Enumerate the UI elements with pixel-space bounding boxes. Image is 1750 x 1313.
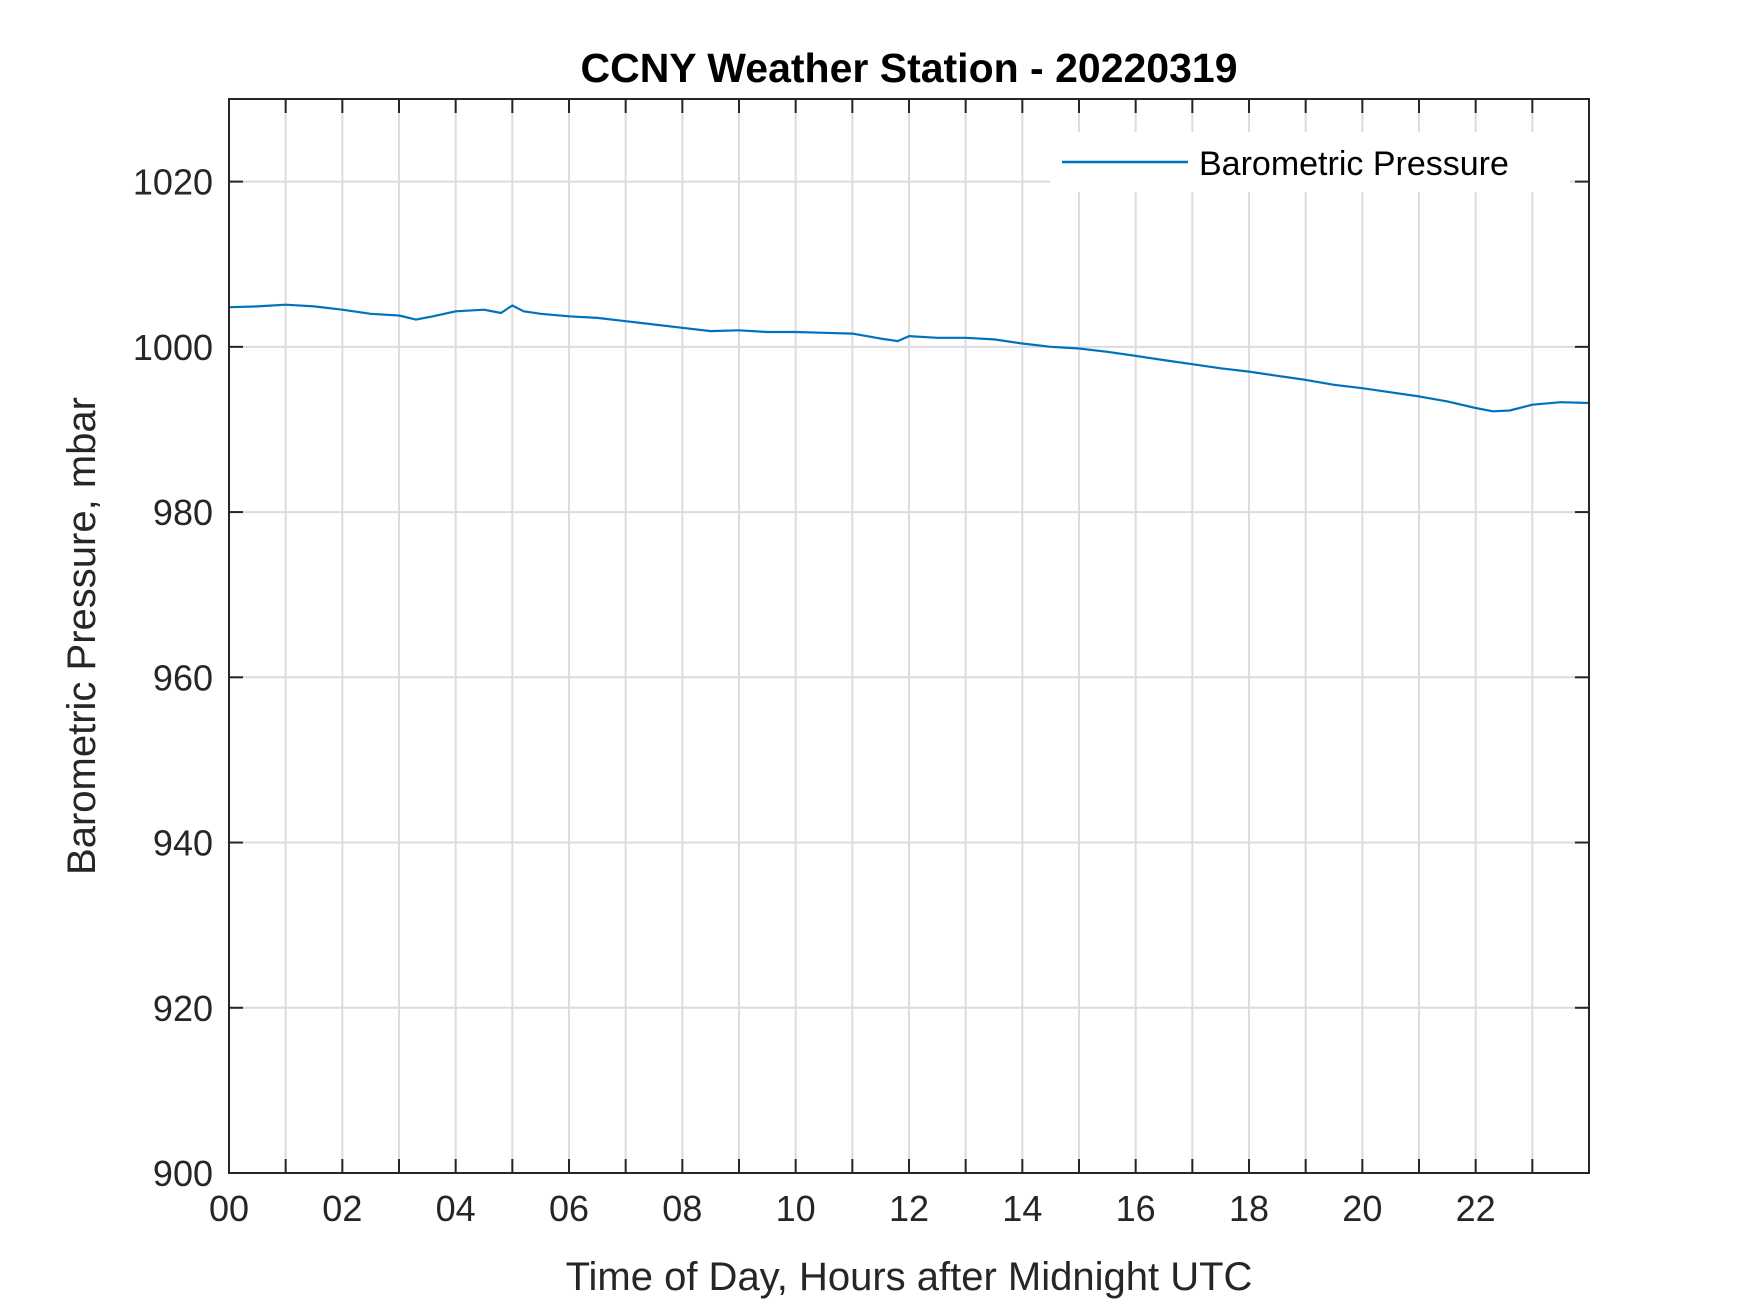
legend: Barometric Pressure bbox=[1050, 132, 1570, 192]
series-line-barometric-pressure bbox=[227, 303, 1591, 413]
plot-frame bbox=[228, 98, 1590, 1174]
x-tick-label: 12 bbox=[889, 1188, 929, 1229]
x-tick-label: 16 bbox=[1116, 1188, 1156, 1229]
y-tick-label: 1000 bbox=[133, 327, 213, 368]
x-tick-label: 02 bbox=[322, 1188, 362, 1229]
chart-title: CCNY Weather Station - 20220319 bbox=[580, 45, 1237, 91]
label-layer: 00 02 04 06 08 10 12 14 16 18 20 22 900 920 940 960 980 1… bbox=[133, 162, 1496, 1229]
y-tick-label: 960 bbox=[153, 657, 213, 698]
series-layer bbox=[227, 303, 1591, 413]
x-axis-label: Time of Day, Hours after Midnight UTC bbox=[566, 1255, 1253, 1299]
x-tick-label: 04 bbox=[436, 1188, 476, 1229]
y-axis-label: Barometric Pressure, mbar bbox=[60, 397, 104, 875]
x-tick-label: 10 bbox=[776, 1188, 816, 1229]
x-tick-label: 00 bbox=[209, 1188, 249, 1229]
x-tick-label: 20 bbox=[1342, 1188, 1382, 1229]
y-tick-label: 940 bbox=[153, 823, 213, 864]
x-tick-label: 22 bbox=[1456, 1188, 1496, 1229]
y-tick-label: 900 bbox=[153, 1153, 213, 1194]
y-tick-label: 1020 bbox=[133, 162, 213, 203]
y-tick-label: 920 bbox=[153, 988, 213, 1029]
tick-layer bbox=[228, 99, 1589, 1174]
y-tick-label: 980 bbox=[153, 492, 213, 533]
x-tick-label: 14 bbox=[1002, 1188, 1042, 1229]
x-tick-label: 08 bbox=[662, 1188, 702, 1229]
x-tick-label: 06 bbox=[549, 1188, 589, 1229]
x-tick-label: 18 bbox=[1229, 1188, 1269, 1229]
legend-label-barometric-pressure: Barometric Pressure bbox=[1199, 145, 1509, 183]
